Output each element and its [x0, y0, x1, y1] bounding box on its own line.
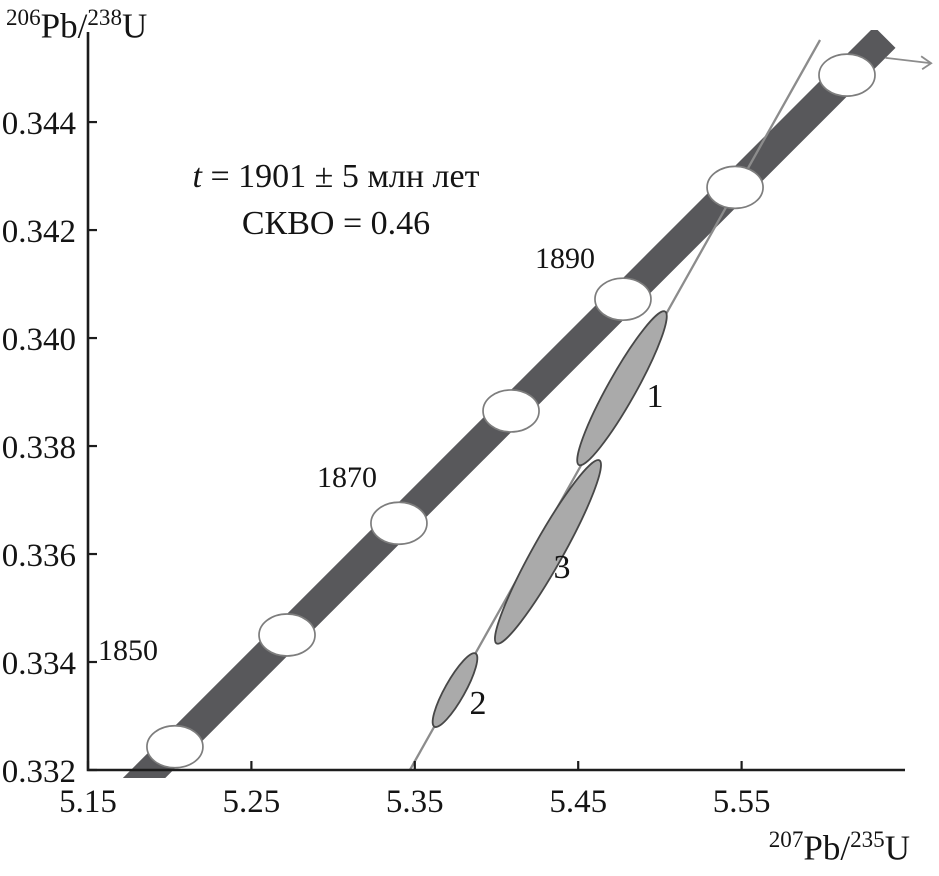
concordia-ellipse-1850	[146, 724, 204, 769]
mswd-annotation: СКВО = 0.46	[241, 204, 431, 242]
error-ellipse-label-3: 3	[554, 549, 571, 586]
x-tick-label-5.15: 5.15	[59, 784, 117, 820]
y-tick-label-0.336: 0.336	[2, 538, 76, 574]
plot-area	[122, 30, 933, 778]
y-tick-label-0.338: 0.338	[2, 430, 76, 466]
error-ellipse-label-2: 2	[470, 685, 487, 722]
error-ellipse-2	[431, 652, 479, 728]
age-label-1890: 1890	[535, 242, 595, 275]
age-annotation: t = 1901 ± 5 млн лет	[118, 154, 554, 201]
error-ellipse-group-3	[494, 459, 602, 645]
y-tick-label-0.340: 0.340	[2, 322, 76, 358]
concordia-ellipse-1870	[370, 501, 428, 546]
age-label-1870: 1870	[317, 461, 377, 494]
annotation-block: t = 1901 ± 5 млн лет СКВО = 0.46	[118, 154, 554, 248]
error-ellipse-label-1: 1	[646, 378, 663, 415]
y-axis-title-sup-206: 206	[6, 4, 41, 30]
age-label-1850: 1850	[98, 634, 158, 667]
y-axis-title-base-u: U	[121, 6, 148, 46]
concordia-ellipse-1910	[818, 53, 876, 97]
y-axis-title-base-pb: Pb/	[40, 6, 88, 46]
y-tick-label-0.332: 0.332	[2, 754, 76, 790]
concordia-arrow-line	[885, 56, 932, 65]
age-annotation-text: = 1901 ± 5 млн лет	[210, 158, 480, 195]
annotation-variable: t	[192, 158, 202, 195]
y-axis-title: 206Pb/238U	[6, 4, 147, 47]
error-ellipse-group-1	[576, 310, 668, 467]
concordia-ellipse-1890	[594, 277, 652, 322]
error-ellipse-1	[576, 310, 668, 467]
y-tick-label-0.344: 0.344	[2, 106, 76, 142]
x-tick-label-5.35: 5.35	[386, 784, 444, 820]
x-axis-title-base-u: U	[884, 828, 910, 868]
x-tick-label-5.55: 5.55	[713, 784, 771, 820]
x-tick-label-5.25: 5.25	[223, 784, 281, 820]
concordia-arrowhead-icon	[920, 55, 933, 70]
x-axis-title-sup-207: 207	[768, 826, 804, 852]
x-axis-title: 207Pb/235U	[630, 826, 910, 869]
x-axis-title-base-pb: Pb/	[803, 828, 851, 868]
y-axis-title-sup-238: 238	[87, 4, 122, 30]
error-ellipse-3	[494, 459, 602, 645]
x-axis-title-sup-235: 235	[850, 826, 885, 852]
concordia-ellipse-1860	[258, 613, 316, 657]
error-ellipse-group-2	[431, 652, 479, 728]
x-tick-label-5.45: 5.45	[549, 784, 607, 820]
y-tick-label-0.334: 0.334	[2, 646, 76, 682]
y-tick-label-0.342: 0.342	[2, 214, 76, 250]
concordia-ellipse-1880	[482, 389, 540, 433]
concordia-ellipse-1900	[706, 165, 764, 210]
